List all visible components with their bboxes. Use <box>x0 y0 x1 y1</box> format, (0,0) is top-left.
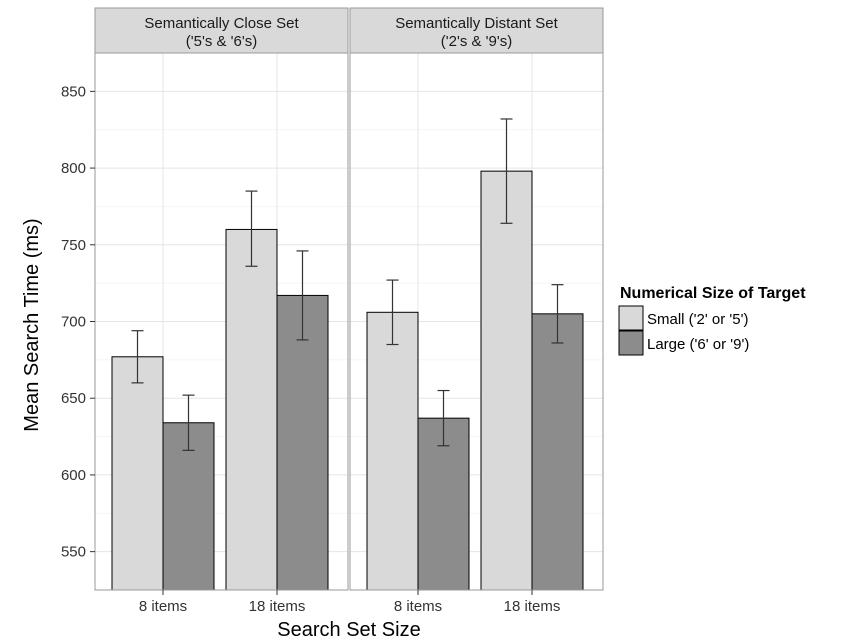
y-tick-label: 550 <box>61 544 86 561</box>
bar <box>111 356 164 591</box>
legend-label-large: Large ('6' or '9') <box>647 336 749 353</box>
bar <box>480 170 533 591</box>
y-tick-label: 700 <box>61 314 86 331</box>
facet-title: Semantically Distant Set <box>395 15 558 32</box>
bar <box>531 313 584 591</box>
bar <box>225 228 278 591</box>
facet-subtitle: ('2's & '9's) <box>441 33 512 50</box>
legend: Numerical Size of Target Small ('2' or '… <box>618 285 806 356</box>
facet-strip <box>94 7 349 54</box>
panel-border <box>349 52 604 591</box>
legend-label-small: Small ('2' or '5') <box>647 311 748 328</box>
y-axis: 550 600 650 700 750 800 850 <box>61 83 95 561</box>
x-tick-label: 18 items <box>504 598 561 615</box>
legend-key-large <box>618 330 644 356</box>
legend-title: Numerical Size of Target <box>620 285 806 302</box>
x-tick-label: 18 items <box>249 598 306 615</box>
x-tick-label: 8 items <box>139 598 187 615</box>
y-tick-label: 750 <box>61 237 86 254</box>
x-axis-label: Search Set Size <box>277 619 420 641</box>
bar <box>417 417 470 591</box>
facet-panel-1: Semantically Close Set('5's & '6's) 8 ite… <box>94 7 349 615</box>
y-axis-label: Mean Search Time (ms) <box>21 218 43 431</box>
legend-key-small <box>618 305 644 331</box>
bar <box>366 311 419 591</box>
facet-title: Semantically Close Set <box>144 15 299 32</box>
bar <box>276 294 329 591</box>
x-tick-label: 8 items <box>394 598 442 615</box>
y-tick-label: 650 <box>61 390 86 407</box>
y-tick-label: 800 <box>61 160 86 177</box>
y-tick-label: 850 <box>61 83 86 100</box>
facet-subtitle: ('5's & '6's) <box>186 33 257 50</box>
panels: Semantically Close Set('5's & '6's) 8 ite… <box>94 7 604 615</box>
facet-panel-2: Semantically Distant Set('2's & '9's) 8 i… <box>349 7 604 615</box>
facet-strip <box>349 7 604 54</box>
y-tick-label: 600 <box>61 467 86 484</box>
